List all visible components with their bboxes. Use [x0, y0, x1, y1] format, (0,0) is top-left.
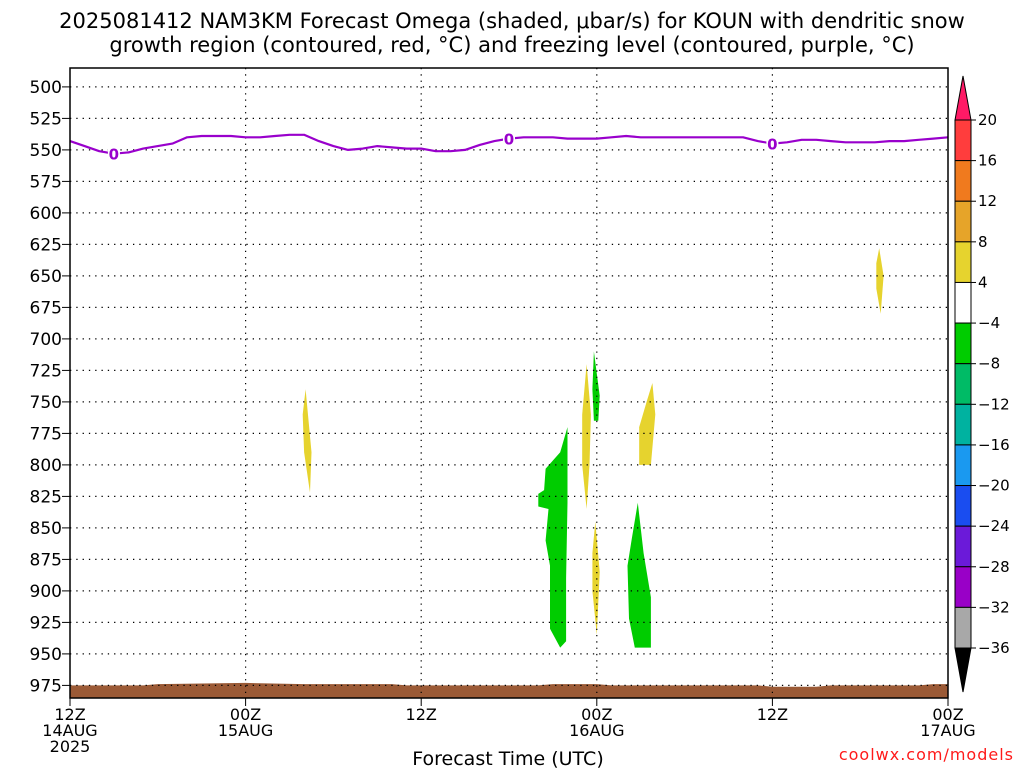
omega-area-positive-1	[302, 389, 312, 493]
plot-area: 0 0 0	[69, 68, 949, 698]
x-tick-label-h24-1: 12Z	[406, 705, 437, 724]
y-tick-label-775: 775	[30, 424, 62, 444]
y-tick-label-550: 550	[30, 141, 62, 161]
colorbar-label-8: −12	[978, 395, 1010, 413]
omega-area-negative-2	[538, 427, 568, 648]
y-tick-label-975: 975	[30, 676, 62, 696]
colorbar-label-5: 4	[978, 273, 988, 291]
colorbar-label-12: −28	[978, 558, 1010, 576]
y-tick-label-925: 925	[30, 613, 62, 633]
colorbar-swatch-10	[954, 485, 972, 527]
colorbar-label-14: −36	[978, 639, 1010, 657]
colorbar-label-1: 20	[978, 111, 997, 129]
x-tick-label-h12-1: 00Z	[230, 705, 261, 724]
colorbar-swatch-12	[954, 566, 972, 608]
chart-title-line-1: 2025081412 NAM3KM Forecast Omega (shaded…	[59, 9, 965, 33]
colorbar-label-3: 12	[978, 192, 997, 210]
freezing-label-bg-3	[766, 134, 779, 152]
plot-frame	[69, 67, 949, 699]
colorbar-swatch-7	[954, 363, 972, 405]
omega-area-positive-8	[876, 248, 884, 314]
colorbar-swatch-5	[954, 281, 972, 324]
omega-area-positive-3	[582, 364, 591, 509]
y-tick-label-900: 900	[30, 582, 62, 602]
y-tick-label-950: 950	[30, 645, 62, 665]
omega-area-positive-5	[592, 521, 600, 635]
y-tick-label-850: 850	[30, 519, 62, 539]
colorbar-swatch-8	[954, 403, 972, 446]
x-tick-label-h0-2: 14AUG	[42, 721, 97, 740]
colorbar-label-9: −16	[978, 436, 1010, 454]
x-tick-label-h48-1: 12Z	[757, 705, 788, 724]
chart-title-line-2: growth region (contoured, red, °C) and f…	[109, 33, 915, 57]
y-tick-label-825: 825	[30, 487, 62, 507]
freezing-level-label-2: 0	[504, 131, 514, 149]
y-tick-label-675: 675	[30, 298, 62, 318]
x-tick-label-h60-1: 00Z	[932, 705, 963, 724]
y-tick-label-725: 725	[30, 361, 62, 381]
y-tick-label-750: 750	[30, 393, 62, 413]
colorbar-swatch-1	[954, 119, 972, 162]
colorbar-top-triangle	[954, 75, 972, 121]
x-tick-label-h12-2: 15AUG	[218, 721, 273, 740]
colorbar-bottom-triangle	[954, 647, 972, 693]
x-axis-label: Forecast Time (UTC)	[412, 748, 603, 768]
omega-area-positive-7	[639, 383, 656, 465]
colorbar-label-13: −32	[978, 598, 1010, 616]
colorbar-label-7: −8	[978, 355, 1000, 373]
colorbar-label-10: −20	[978, 477, 1010, 495]
plot-background	[70, 68, 948, 698]
x-tick-label-h0-3: 2025	[50, 737, 91, 756]
colorbar-swatch-3	[954, 200, 972, 243]
y-tick-label-575: 575	[30, 172, 62, 192]
colorbar-swatch-6	[954, 322, 972, 365]
y-tick-label-500: 500	[30, 78, 62, 98]
freezing-level-label-1: 0	[109, 146, 119, 164]
omega-area-negative-4	[592, 351, 600, 421]
x-tick-label-h0-1: 12Z	[54, 705, 85, 724]
colorbar-label-11: −24	[978, 517, 1010, 535]
colorbar-label-2: 16	[978, 152, 997, 170]
x-tick-label-h36-2: 16AUG	[569, 721, 624, 740]
y-tick-label-625: 625	[30, 235, 62, 255]
surface-terrain-area	[70, 682, 948, 698]
y-tick-label-800: 800	[30, 456, 62, 476]
colorbar-label-6: −4	[978, 314, 1000, 332]
colorbar-swatch-9	[954, 444, 972, 487]
freezing-level-label-3: 0	[767, 136, 777, 154]
freezing-label-bg-2	[503, 129, 515, 147]
y-tick-label-700: 700	[30, 330, 62, 350]
colorbar-swatch-4	[954, 241, 972, 283]
y-tick-label-600: 600	[30, 204, 62, 224]
x-tick-label-h60-2: 17AUG	[920, 721, 975, 740]
colorbar: 20 16 12 8 4 −4 −8 −12 −16 −20 −24 −28 −32 −36	[954, 75, 1010, 693]
axes: 500 525 550 575 600 625 650 675 700 725 750 775 800 8…	[30, 67, 976, 756]
omega-area-negative-6	[627, 502, 651, 648]
x-tick-label-h36-1: 00Z	[581, 705, 612, 724]
credit-text: coolwx.com/models	[838, 745, 1014, 764]
colorbar-swatch-2	[954, 160, 972, 202]
colorbar-label-4: 8	[978, 233, 988, 251]
colorbar-swatch-11	[954, 525, 972, 568]
y-tick-label-875: 875	[30, 550, 62, 570]
colorbar-swatch-13	[954, 606, 972, 649]
y-tick-label-650: 650	[30, 267, 62, 287]
freezing-label-bg-1	[107, 144, 120, 162]
y-tick-label-525: 525	[30, 109, 62, 129]
